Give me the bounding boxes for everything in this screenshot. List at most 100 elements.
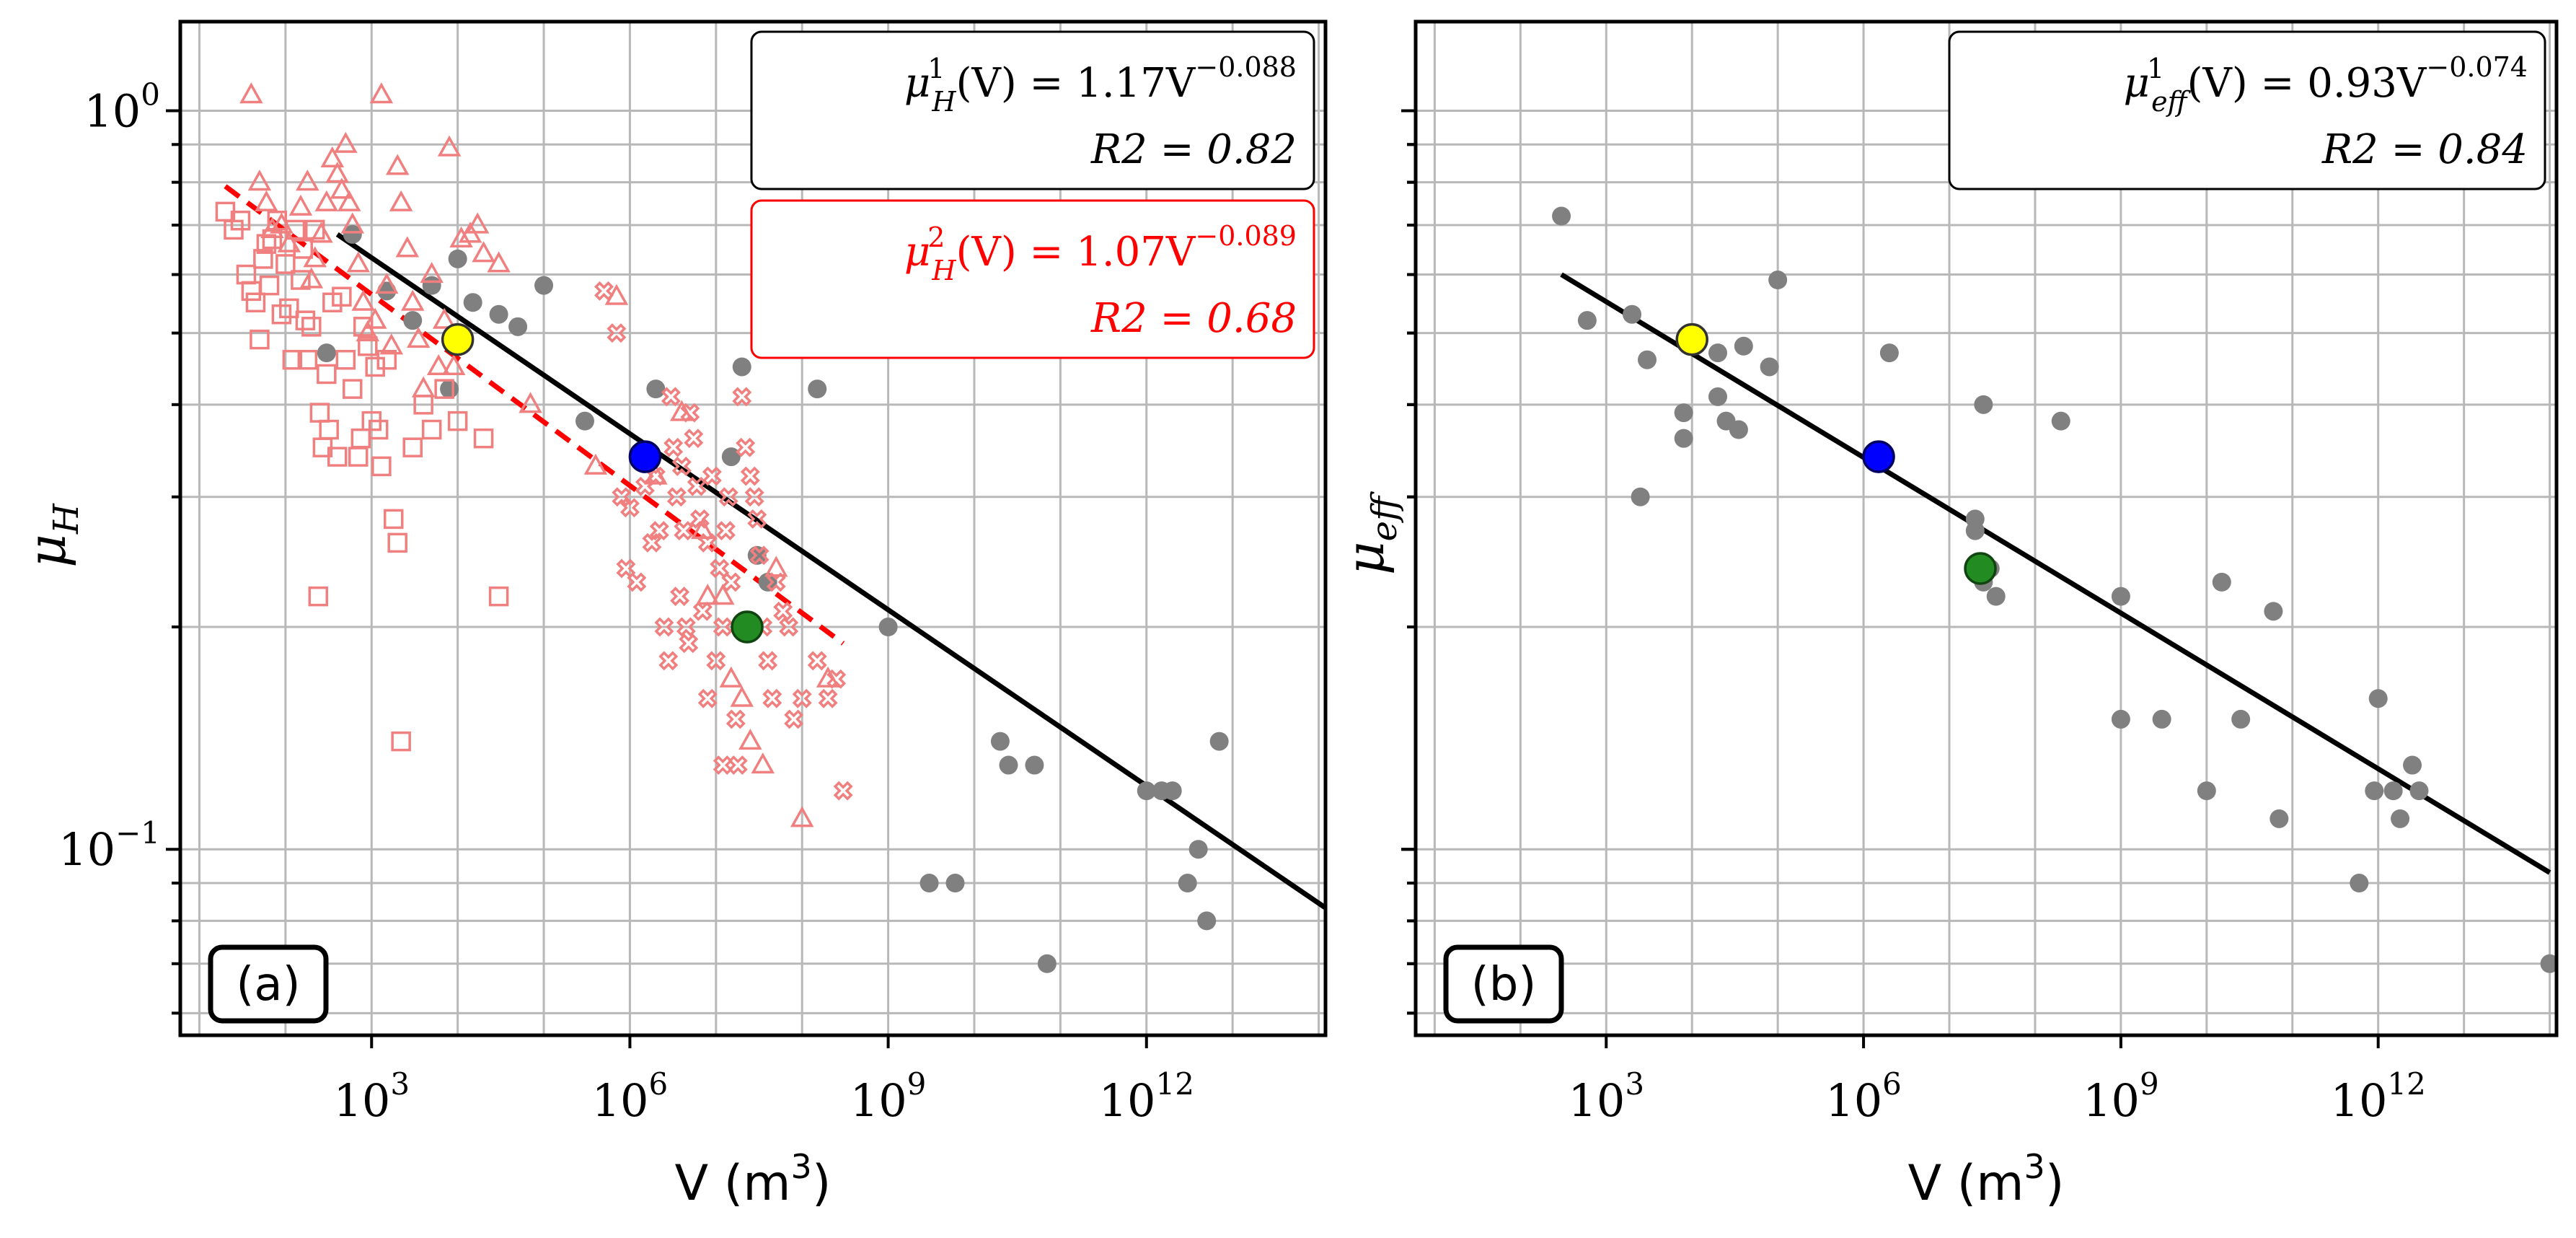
x-tick-label: 103 — [1568, 1066, 1644, 1127]
data-point-triangle — [325, 162, 350, 183]
data-point-triangle — [411, 376, 436, 398]
data-point — [377, 281, 397, 301]
data-point-square — [447, 411, 468, 431]
data-point — [343, 224, 362, 244]
data-point-cross — [666, 487, 687, 507]
data-point-square — [308, 586, 329, 607]
fit-equation: μ2 H(V) = 1.07V−0.089 — [904, 220, 1297, 286]
data-point-cross — [713, 755, 733, 776]
data-point-square — [309, 403, 330, 423]
data-point-cross — [706, 651, 726, 671]
x-tick-label: 106 — [1825, 1066, 1902, 1127]
data-point-triangle — [340, 212, 365, 234]
highlight-point — [731, 610, 764, 644]
data-point-triangle — [375, 273, 399, 294]
data-point-triangle — [334, 131, 358, 153]
x-axis-label-main: V (m — [1908, 1155, 2024, 1212]
data-point — [919, 874, 939, 893]
series-1-circle-large — [1675, 322, 1708, 356]
x-tick-exp: 6 — [649, 1066, 669, 1102]
data-point-triangle — [320, 146, 345, 168]
data-point-triangle — [247, 170, 272, 191]
data-point — [999, 755, 1018, 775]
data-point — [463, 293, 482, 312]
data-point-triangle — [738, 729, 762, 750]
data-point-cross — [747, 509, 767, 529]
data-point-triangle — [346, 251, 371, 273]
data-point-cross — [676, 617, 696, 637]
data-point-square — [256, 234, 277, 254]
data-point — [646, 379, 666, 399]
data-point-square — [317, 364, 337, 385]
data-point-cross — [606, 323, 627, 343]
data-point-triangle — [314, 190, 339, 211]
data-point-cross — [645, 466, 666, 486]
data-point — [721, 447, 741, 467]
data-point-cross — [661, 387, 681, 407]
data-point — [448, 249, 467, 268]
data-point-cross — [692, 601, 713, 621]
data-point-square — [282, 349, 303, 370]
x-axis-label-end: ) — [2045, 1155, 2065, 1212]
data-point-square — [250, 329, 270, 350]
fit-r2: R2 = 0.68 — [1090, 295, 1297, 342]
eq-exponent: −0.088 — [1195, 51, 1297, 83]
data-point — [2540, 954, 2557, 973]
data-point-triangle — [751, 752, 775, 774]
data-points — [1552, 206, 2557, 973]
y-axis-label: μH — [17, 503, 87, 568]
data-point-triangle — [385, 154, 410, 175]
data-point — [575, 411, 595, 431]
data-point-cross — [619, 498, 640, 518]
data-point-cross — [649, 521, 669, 541]
x-tick-exp: 6 — [1882, 1066, 1902, 1102]
x-tick-base: 10 — [2331, 1074, 2388, 1127]
data-point — [1708, 387, 1728, 406]
data-point-triangle — [432, 307, 456, 329]
data-point-cross — [684, 429, 704, 449]
data-point-triangle — [730, 685, 754, 707]
data-point-cross — [725, 709, 746, 729]
data-point-cross — [807, 651, 827, 671]
data-point — [2365, 781, 2384, 801]
data-point-cross — [792, 688, 812, 708]
data-point-cross — [749, 545, 769, 566]
data-point-cross — [740, 466, 760, 486]
data-point — [1768, 271, 1788, 290]
data-point-cross — [687, 476, 707, 496]
eq-subscript: eff — [2151, 86, 2191, 118]
data-point-cross — [728, 755, 748, 776]
data-point-square — [279, 298, 299, 319]
data-point-square — [376, 349, 397, 370]
data-point-cross — [642, 532, 662, 553]
fit-lines — [224, 184, 1326, 911]
y-axis-label-sub: eff — [1364, 491, 1405, 541]
data-point-triangle — [519, 392, 542, 413]
data-point — [1734, 336, 1753, 356]
eq-mu: μ — [904, 60, 930, 107]
data-point-square — [332, 286, 352, 307]
panel-label: (a) — [236, 958, 300, 1011]
x-axis-label: V (m3) — [675, 1147, 832, 1212]
data-point-cross — [818, 688, 838, 708]
data-point — [1197, 911, 1217, 931]
series-5-circle-large — [628, 440, 662, 473]
data-point-square — [350, 428, 371, 449]
x-tick-base: 10 — [2083, 1074, 2140, 1127]
data-point — [1025, 755, 1044, 775]
data-point — [489, 304, 508, 324]
data-point-square — [473, 428, 494, 449]
data-point-square — [371, 456, 392, 477]
data-point-square — [413, 395, 433, 415]
data-point — [1631, 487, 1650, 506]
data-point-square — [319, 419, 339, 440]
data-point-square — [241, 281, 262, 302]
data-point-square — [259, 275, 280, 296]
data-point-square — [353, 317, 374, 337]
data-point — [440, 379, 459, 399]
y-axis-label-main: μ — [17, 534, 77, 568]
data-point — [990, 732, 1010, 751]
data-point — [1638, 350, 1657, 369]
data-point — [1986, 587, 2006, 606]
data-point — [1879, 343, 1899, 363]
